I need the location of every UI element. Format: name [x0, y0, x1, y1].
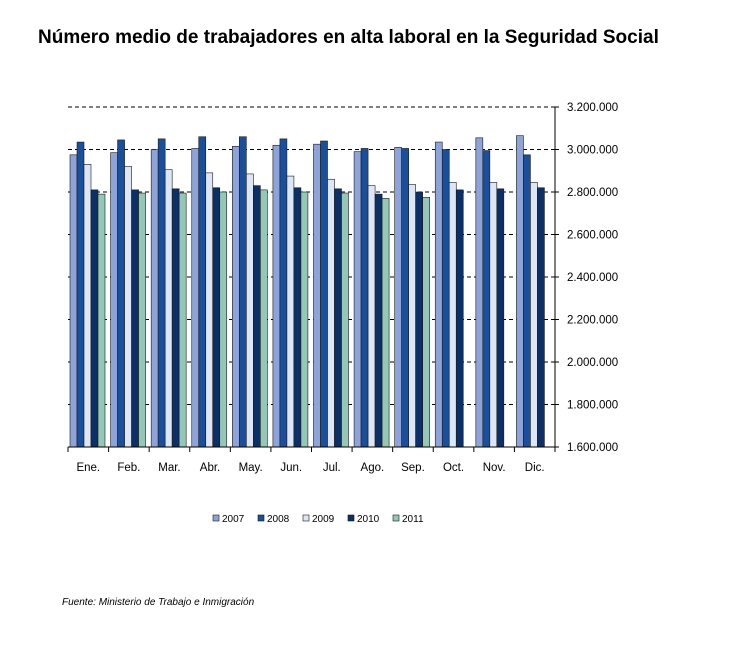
bar-2007-10 — [475, 137, 484, 448]
bar-2010-9 — [455, 189, 464, 448]
legend-label-2008: 2008 — [267, 514, 290, 525]
bar-2010-6 — [334, 188, 342, 448]
bar-2007-7 — [353, 151, 362, 448]
bar-2011-7 — [381, 198, 390, 448]
chart-title: Número medio de trabajadores en alta lab… — [38, 27, 659, 48]
legend-label-2011: 2011 — [402, 514, 424, 525]
bar-2011-0 — [97, 193, 106, 448]
x-tick-label: Mar. — [158, 462, 180, 474]
bar-2008-3 — [198, 136, 207, 448]
bar-2009-4 — [246, 173, 254, 448]
x-tick-label: Jul. — [323, 462, 341, 474]
bar-2010-5 — [293, 187, 302, 448]
legend-label-2010: 2010 — [357, 514, 380, 525]
bar-2009-8 — [408, 184, 416, 448]
bar-2009-9 — [448, 182, 457, 448]
bar-2007-4 — [232, 146, 240, 448]
bar-2008-10 — [482, 150, 491, 448]
bar-2007-0 — [69, 154, 78, 448]
bar-2010-3 — [212, 187, 221, 448]
y-tick-label: 2.600.000 — [567, 230, 618, 242]
x-tick-label: May. — [239, 462, 263, 474]
legend: 2007 2008 2009 2010 2011 — [212, 514, 424, 525]
bar-2011-2 — [178, 192, 187, 448]
bar-2007-8 — [394, 147, 402, 448]
legend-swatch-2007 — [212, 514, 220, 522]
bar-2008-5 — [279, 138, 288, 448]
x-tick-labels: Ene. Feb. Mar. Abr. May. Jun. Jul. Ago. Sep. Oct.… — [76, 462, 544, 474]
x-tick-label: Abr. — [200, 462, 220, 474]
bar-2009-2 — [164, 169, 173, 448]
bar-2009-5 — [286, 175, 295, 448]
bar-2007-6 — [313, 143, 321, 448]
bar-2008-8 — [401, 148, 409, 448]
y-tick-label: 2.000.000 — [567, 357, 618, 369]
bar-2007-9 — [434, 141, 443, 448]
legend-swatch-2009 — [302, 514, 310, 522]
bar-2007-5 — [272, 144, 281, 448]
bar-2010-1 — [131, 189, 139, 448]
bar-2009-6 — [327, 178, 335, 448]
bars — [69, 135, 545, 448]
y-tick-label: 2.200.000 — [567, 315, 618, 327]
bar-2011-4 — [260, 189, 268, 448]
bar-2010-4 — [253, 185, 261, 448]
y-tick-label: 3.000.000 — [567, 145, 618, 157]
bar-2008-1 — [117, 139, 125, 448]
x-tick-label: Ago. — [361, 462, 385, 474]
legend-label-2009: 2009 — [312, 514, 335, 525]
y-tick-label: 2.400.000 — [567, 272, 618, 284]
legend-swatch-2010 — [347, 514, 355, 522]
bar-2008-4 — [239, 136, 247, 448]
bar-2009-1 — [124, 166, 132, 448]
y-tick-labels: 1.600.000 1.800.000 2.000.000 2.200.000 2.40… — [567, 102, 618, 454]
y-tick-label: 1.800.000 — [567, 400, 618, 412]
bar-2011-8 — [422, 197, 430, 448]
bar-2010-7 — [374, 193, 383, 448]
bar-2011-3 — [219, 191, 228, 448]
source-note: Fuente: Ministerio de Trabajo e Inmigrac… — [62, 597, 255, 608]
y-tick-label: 3.200.000 — [567, 102, 618, 114]
bar-2009-10 — [489, 182, 498, 448]
bar-2007-11 — [516, 135, 524, 448]
bar-2007-2 — [150, 149, 159, 448]
bar-2011-5 — [300, 191, 309, 448]
legend-label-2007: 2007 — [222, 514, 245, 525]
y-tick-label: 1.600.000 — [567, 442, 618, 454]
bar-2010-0 — [90, 189, 99, 448]
x-tick-label: Ene. — [76, 462, 100, 474]
bar-2008-2 — [157, 138, 166, 448]
x-tick-label: Feb. — [117, 462, 140, 474]
bar-2011-1 — [138, 192, 146, 448]
bar-2009-11 — [530, 182, 538, 448]
bar-2009-7 — [367, 185, 376, 448]
bar-2008-9 — [441, 149, 450, 448]
bar-2009-3 — [205, 172, 214, 448]
bar-2009-0 — [83, 164, 92, 448]
bar-2008-7 — [360, 148, 369, 448]
bar-2007-3 — [191, 148, 200, 448]
bar-2010-11 — [537, 187, 545, 448]
bar-2010-2 — [171, 188, 180, 448]
x-tick-label: Nov. — [483, 462, 506, 474]
legend-swatch-2011 — [392, 514, 400, 522]
bar-2010-10 — [496, 188, 505, 448]
axes — [67, 106, 559, 452]
bar-chart: 1.600.000 1.800.000 2.000.000 2.200.000 2.40… — [67, 102, 618, 525]
x-tick-label: Dic. — [525, 462, 545, 474]
bar-2008-6 — [320, 140, 328, 448]
x-tick-label: Oct. — [443, 462, 464, 474]
x-tick-label: Jun. — [280, 462, 302, 474]
x-tick-label: Sep. — [401, 462, 425, 474]
bar-2011-6 — [341, 192, 349, 448]
y-tick-label: 2.800.000 — [567, 187, 618, 199]
bar-2008-11 — [523, 154, 531, 448]
legend-swatch-2008 — [257, 514, 265, 522]
bar-2010-8 — [415, 191, 423, 448]
bar-2007-1 — [110, 152, 118, 448]
bar-2008-0 — [76, 141, 85, 448]
